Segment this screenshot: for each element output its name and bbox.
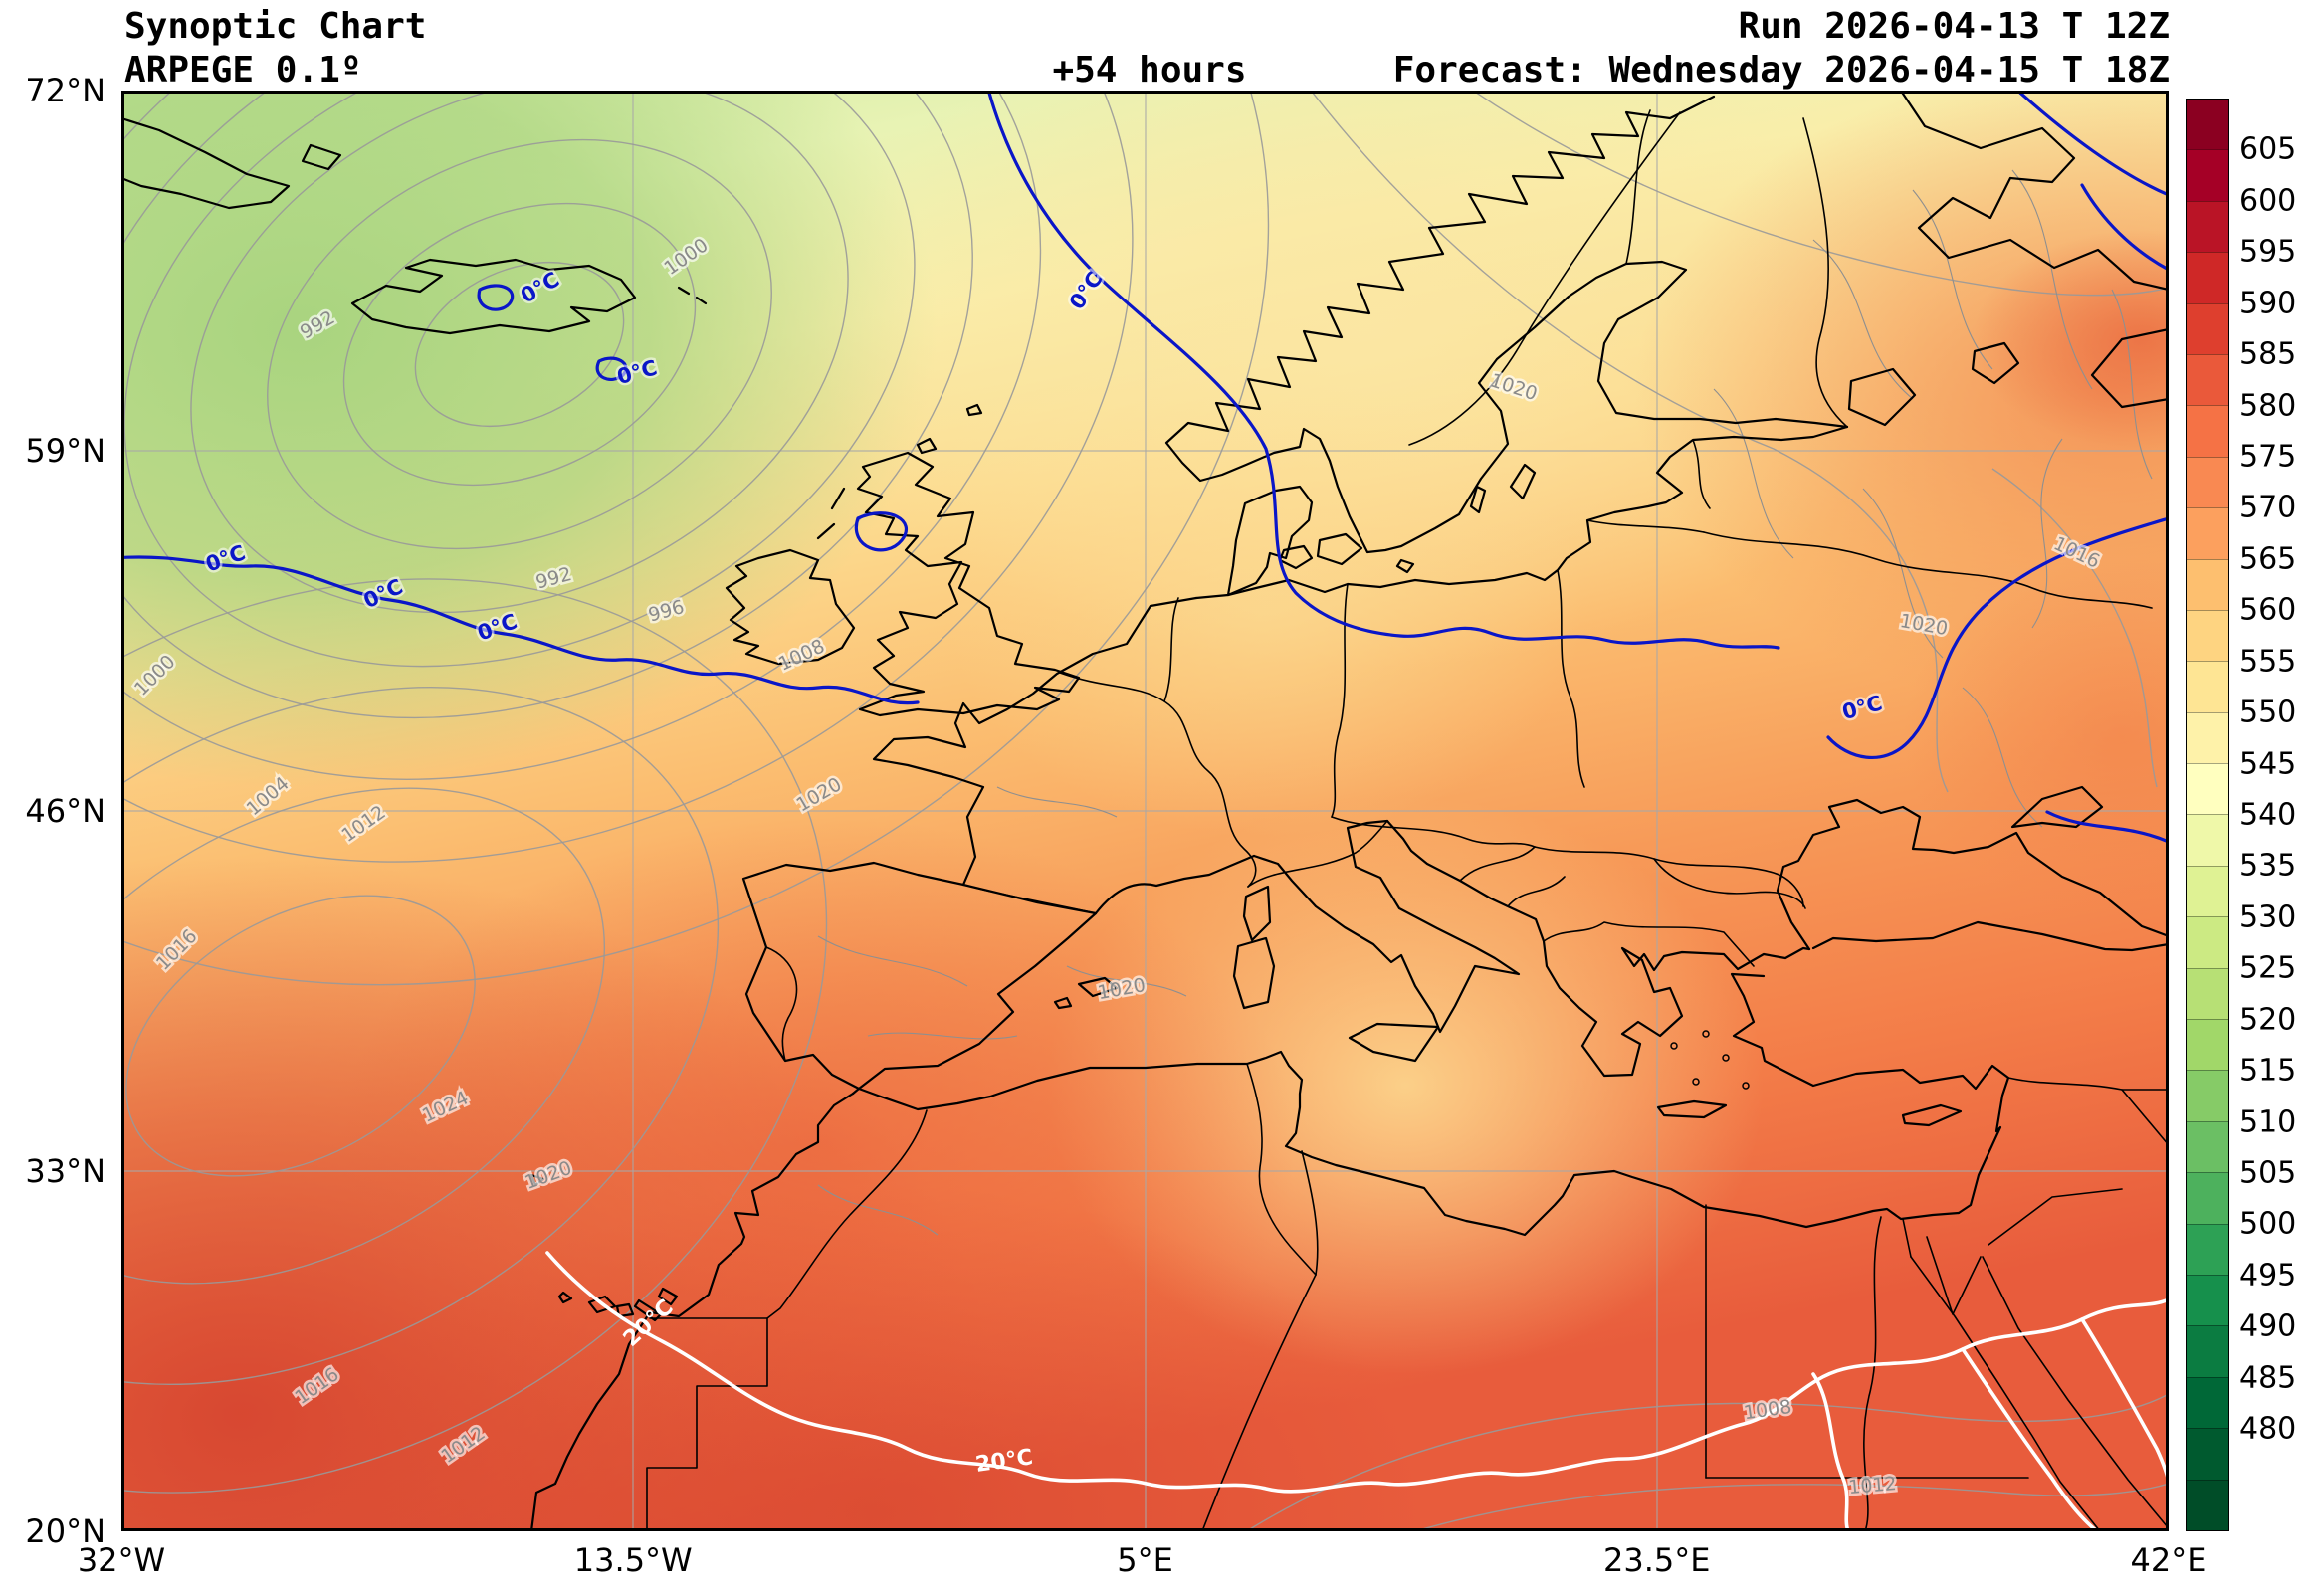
lat-tick-label: 59°N	[25, 432, 105, 470]
colorbar-tick-label: 540	[2239, 797, 2297, 833]
colorbar-segment	[2187, 865, 2228, 917]
colorbar-tick-label: 545	[2239, 746, 2297, 782]
country-borders	[646, 109, 2169, 1531]
lon-tick-label: 5°E	[1117, 1541, 1173, 1579]
forecast-label: Forecast: Wednesday 2026-04-15 T 18Z	[1392, 50, 2170, 91]
lat-tick-label: 33°N	[25, 1152, 105, 1190]
colorbar-tick-label: 585	[2239, 336, 2297, 372]
colorbar-tick-label: 555	[2239, 644, 2297, 680]
colorbar-segment	[2187, 353, 2228, 406]
colorbar-tick-label: 565	[2239, 541, 2297, 577]
colorbar-tick-label: 505	[2239, 1155, 2297, 1191]
colorbar-tick-label: 515	[2239, 1053, 2297, 1089]
isobar-label: 1012	[1847, 1473, 1897, 1498]
map-frame	[121, 91, 2169, 1531]
colorbar-ticks: 605 600 595 590 585 580 575 570 565 560 555 550 545 5…	[2239, 99, 2302, 1531]
colorbar-tick-label: 495	[2239, 1258, 2297, 1294]
colorbar-segment	[2187, 711, 2228, 764]
twenty-degree-contours	[545, 1251, 2169, 1531]
lat-tick-label: 46°N	[25, 792, 105, 830]
colorbar-segment	[2187, 609, 2228, 662]
colorbar-segment	[2187, 1479, 2228, 1530]
colorbar-segment	[2187, 302, 2228, 354]
colorbar-segment	[2187, 814, 2228, 866]
run-label: Run 2026-04-13 T 12Z	[1738, 6, 2170, 47]
colorbar-tick-label: 530	[2239, 899, 2297, 935]
colorbar-tick-label: 520	[2239, 1002, 2297, 1038]
colorbar-segment	[2187, 916, 2228, 968]
isobars	[121, 91, 2169, 1531]
colorbar-segment	[2187, 200, 2228, 253]
colorbar-tick-label: 500	[2239, 1206, 2297, 1242]
lon-tick-label: 42°E	[2130, 1541, 2207, 1579]
colorbar-segment	[2187, 1274, 2228, 1326]
lon-axis: 32°W 13.5°W 5°E 23.5°E 42°E	[78, 1541, 2207, 1585]
lon-tick-label: 32°W	[77, 1541, 166, 1579]
colorbar-segment	[2187, 661, 2228, 712]
lon-tick-label: 23.5°E	[1603, 1541, 1711, 1579]
colorbar-tick-label: 490	[2239, 1308, 2297, 1344]
colorbar-segment	[2187, 558, 2228, 610]
colorbar-segment	[2187, 405, 2228, 457]
colorbar-segment	[2187, 967, 2228, 1020]
colorbar-segment	[2187, 507, 2228, 559]
colorbar-tick-label: 485	[2239, 1360, 2297, 1396]
colorbar-segment	[2187, 1376, 2228, 1429]
colorbar-tick-label: 575	[2239, 439, 2297, 475]
colorbar-tick-label: 510	[2239, 1104, 2297, 1140]
page-title: Synoptic Chart	[124, 6, 427, 47]
colorbar-segment	[2187, 1223, 2228, 1275]
colorbar-tick-label: 480	[2239, 1411, 2297, 1447]
colorbar-segment	[2187, 1120, 2228, 1173]
colorbar-segment	[2187, 1428, 2228, 1480]
lat-tick-label: 20°N	[25, 1512, 105, 1550]
lat-axis: 72°N 59°N 46°N 33°N 20°N	[0, 72, 111, 1550]
colorbar-tick-label: 600	[2239, 183, 2297, 219]
colorbar-tick-label: 525	[2239, 950, 2297, 986]
lat-tick-label: 72°N	[25, 72, 105, 109]
map-area: 1000 992 992 996 1008 1000 1004 1012 1020 1016 102…	[121, 91, 2169, 1531]
admin-borders	[817, 169, 2153, 1236]
colorbar-tick-label: 550	[2239, 695, 2297, 730]
colorbar-segment	[2187, 456, 2228, 508]
colorbar-tick-label: 605	[2239, 131, 2297, 167]
colorbar-segment	[2187, 763, 2228, 815]
lon-tick-label: 13.5°W	[573, 1541, 693, 1579]
zero-degree-contours	[121, 91, 2169, 844]
colorbar-tick-label: 535	[2239, 848, 2297, 884]
colorbar-segment	[2187, 1019, 2228, 1071]
graticule	[121, 91, 2169, 1531]
colorbar-segment	[2187, 149, 2228, 201]
coastlines	[121, 91, 2169, 1531]
colorbar-tick-label: 580	[2239, 388, 2297, 424]
colorbar	[2186, 99, 2229, 1531]
colorbar-segment	[2187, 1070, 2228, 1121]
colorbar-segment	[2187, 1172, 2228, 1224]
colorbar-tick-label: 570	[2239, 490, 2297, 525]
colorbar-segment	[2187, 252, 2228, 303]
model-label: ARPEGE 0.1º	[124, 50, 362, 91]
colorbar-tick-label: 560	[2239, 592, 2297, 628]
colorbar-segment	[2187, 100, 2228, 150]
colorbar-tick-label: 590	[2239, 286, 2297, 321]
colorbar-tick-label: 595	[2239, 234, 2297, 270]
colorbar-segment	[2187, 1325, 2228, 1377]
synoptic-map: 1000992992996100810001004101210201016102…	[121, 91, 2169, 1531]
lead-time-label: +54 hours	[1052, 50, 1247, 91]
